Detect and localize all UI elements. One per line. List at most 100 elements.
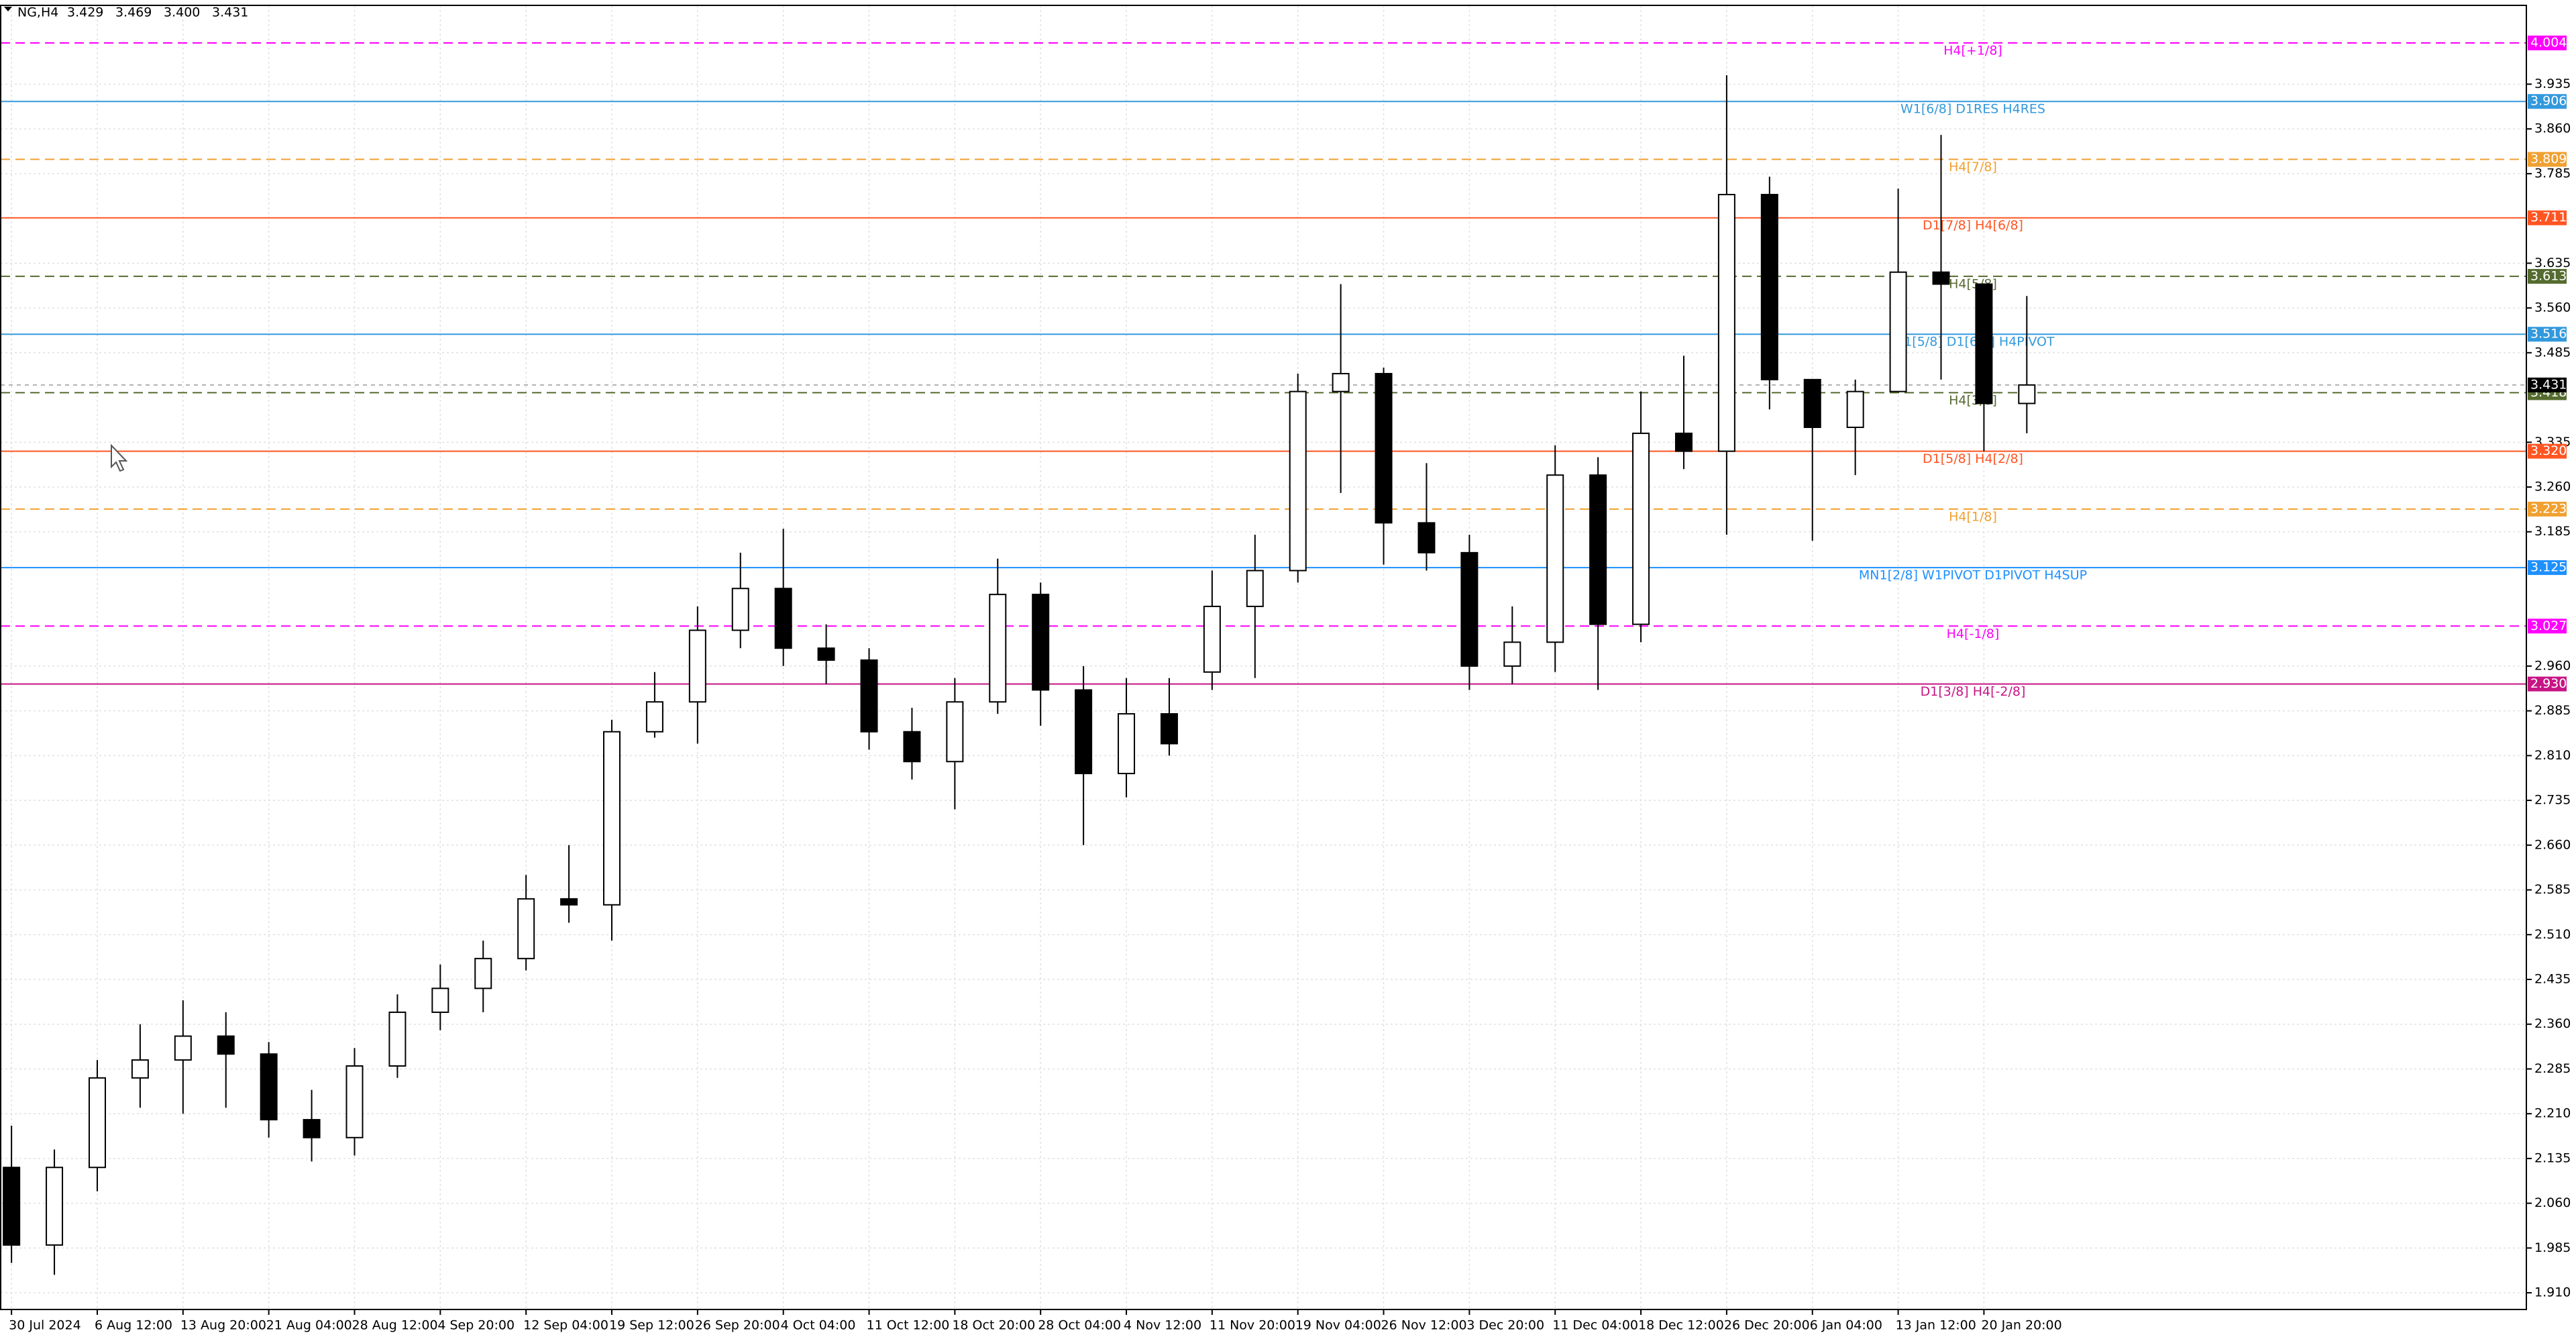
header-ohlc: 3.429 xyxy=(67,5,103,20)
price-tag-label: 3.125 xyxy=(2530,560,2567,575)
candle-body xyxy=(1203,605,1221,673)
candle-body xyxy=(1460,551,1479,667)
candle-body xyxy=(1503,641,1521,667)
candle-body xyxy=(1246,570,1264,607)
y-tick-label: 2.660 xyxy=(2534,837,2571,852)
levels: H4[+1/8] W1[6/8] D1RES H4RES H4[7/8] D1[7/8… xyxy=(1,42,2526,699)
x-tick-label: 13 Aug 20:00 xyxy=(180,1318,266,1333)
y-tick-label: 2.360 xyxy=(2534,1016,2571,1031)
y-tick-label: 2.510 xyxy=(2534,927,2571,942)
last-price-label: 3.431 xyxy=(2530,377,2567,392)
candle-body xyxy=(217,1035,235,1055)
menu-arrow[interactable] xyxy=(4,7,12,11)
candle-body xyxy=(1975,283,1993,405)
price-tag xyxy=(2528,268,2567,284)
candle-body xyxy=(774,588,792,649)
candle-body xyxy=(1375,372,1393,524)
price-tag-label: 3.027 xyxy=(2530,619,2567,633)
candle-body xyxy=(645,701,663,733)
candle-body xyxy=(431,987,449,1013)
header-ohlc: 3.469 xyxy=(115,5,152,20)
price-tag-label: 3.320 xyxy=(2530,443,2567,458)
price-tag xyxy=(2528,501,2567,517)
candle-body xyxy=(1160,713,1178,745)
x-tick-label: 21 Aug 04:00 xyxy=(266,1318,352,1333)
candle-body xyxy=(3,1167,21,1246)
y-tick-label: 2.060 xyxy=(2534,1195,2571,1210)
grid xyxy=(1,5,2526,1309)
candle-body xyxy=(1803,378,1821,429)
level-label: H4[+1/8] xyxy=(1943,44,2002,58)
level-label: W1[6/8] D1RES H4RES xyxy=(1900,102,2045,117)
candle-body xyxy=(260,1053,278,1121)
price-tag xyxy=(2528,36,2567,51)
level-label: MN1[2/8] W1PIVOT D1PIVOT H4SUP xyxy=(1859,568,2087,583)
candle-body xyxy=(989,594,1007,703)
candle-body xyxy=(1118,713,1136,775)
candle-body xyxy=(560,898,578,906)
price-tag xyxy=(2528,560,2567,576)
candle-body xyxy=(1332,372,1350,392)
candle-body xyxy=(1417,522,1436,553)
y-tick-label: 3.260 xyxy=(2534,479,2571,494)
candle-body xyxy=(903,731,921,763)
candle-body xyxy=(731,588,749,631)
x-tick-label: 4 Sep 20:00 xyxy=(437,1318,515,1333)
price-tag xyxy=(2528,676,2567,692)
candle-body xyxy=(174,1035,192,1061)
last-price-tag xyxy=(2528,377,2567,392)
y-tick-label: 3.785 xyxy=(2534,166,2571,180)
x-tick-label: 11 Oct 12:00 xyxy=(867,1318,950,1333)
y-tick-label: 3.485 xyxy=(2534,345,2571,360)
candle-body xyxy=(1632,432,1650,625)
candle-body xyxy=(474,957,492,989)
candle-body xyxy=(345,1065,364,1138)
y-tick-label: 2.135 xyxy=(2534,1150,2571,1165)
candle-body xyxy=(688,629,706,703)
x-tick-label: 26 Sep 20:00 xyxy=(695,1318,780,1333)
candle-body xyxy=(1589,474,1607,625)
candle-body xyxy=(131,1059,149,1079)
candles xyxy=(3,75,2036,1275)
header-ohlc: 3.400 xyxy=(164,5,200,20)
price-tag-label: 3.809 xyxy=(2530,152,2567,166)
labels: 3.9353.8603.7853.6353.5603.4853.3353.260… xyxy=(9,36,2571,1333)
x-tick-label: 19 Nov 04:00 xyxy=(1295,1318,1381,1333)
candle-body xyxy=(946,701,964,763)
level-label: D1[3/8] H4[-2/8] xyxy=(1921,684,2026,699)
candle-body xyxy=(1674,432,1693,452)
y-tick-label: 2.585 xyxy=(2534,882,2571,897)
price-tag-label: 3.711 xyxy=(2530,210,2567,225)
x-tick-label: 6 Jan 04:00 xyxy=(1810,1318,1882,1333)
x-tick-label: 12 Sep 04:00 xyxy=(523,1318,608,1333)
x-tick-label: 30 Jul 2024 xyxy=(9,1318,81,1333)
candle-body xyxy=(1889,271,1907,392)
x-tick-label: 26 Dec 20:00 xyxy=(1724,1318,1810,1333)
level-label: D1[7/8] H4[6/8] xyxy=(1923,218,2023,233)
level-label: W1[5/8] D1[6/8] H4PIVOT xyxy=(1891,335,2055,350)
price-tag-label: 3.516 xyxy=(2530,327,2567,341)
candle-body xyxy=(303,1119,321,1138)
y-tick-label: 2.285 xyxy=(2534,1061,2571,1076)
price-tag xyxy=(2528,152,2567,167)
price-tag-label: 4.004 xyxy=(2530,36,2567,50)
y-tick-label: 3.935 xyxy=(2534,76,2571,91)
candle-body xyxy=(1289,390,1307,572)
candle-body xyxy=(88,1077,106,1169)
price-tag-label: 3.906 xyxy=(2530,94,2567,109)
x-tick-label: 11 Dec 04:00 xyxy=(1552,1318,1638,1333)
y-tick-label: 2.735 xyxy=(2534,793,2571,808)
y-tick-label: 2.435 xyxy=(2534,971,2571,986)
candle-body xyxy=(1760,194,1778,380)
y-tick-label: 2.210 xyxy=(2534,1106,2571,1121)
y-tick-label: 2.960 xyxy=(2534,658,2571,673)
x-tick-label: 19 Sep 12:00 xyxy=(609,1318,694,1333)
x-tick-label: 6 Aug 12:00 xyxy=(95,1318,172,1333)
candle-body xyxy=(2018,384,2036,405)
y-tick-label: 1.910 xyxy=(2534,1285,2571,1300)
candle-body xyxy=(603,731,621,906)
y-tick-label: 3.635 xyxy=(2534,256,2571,270)
